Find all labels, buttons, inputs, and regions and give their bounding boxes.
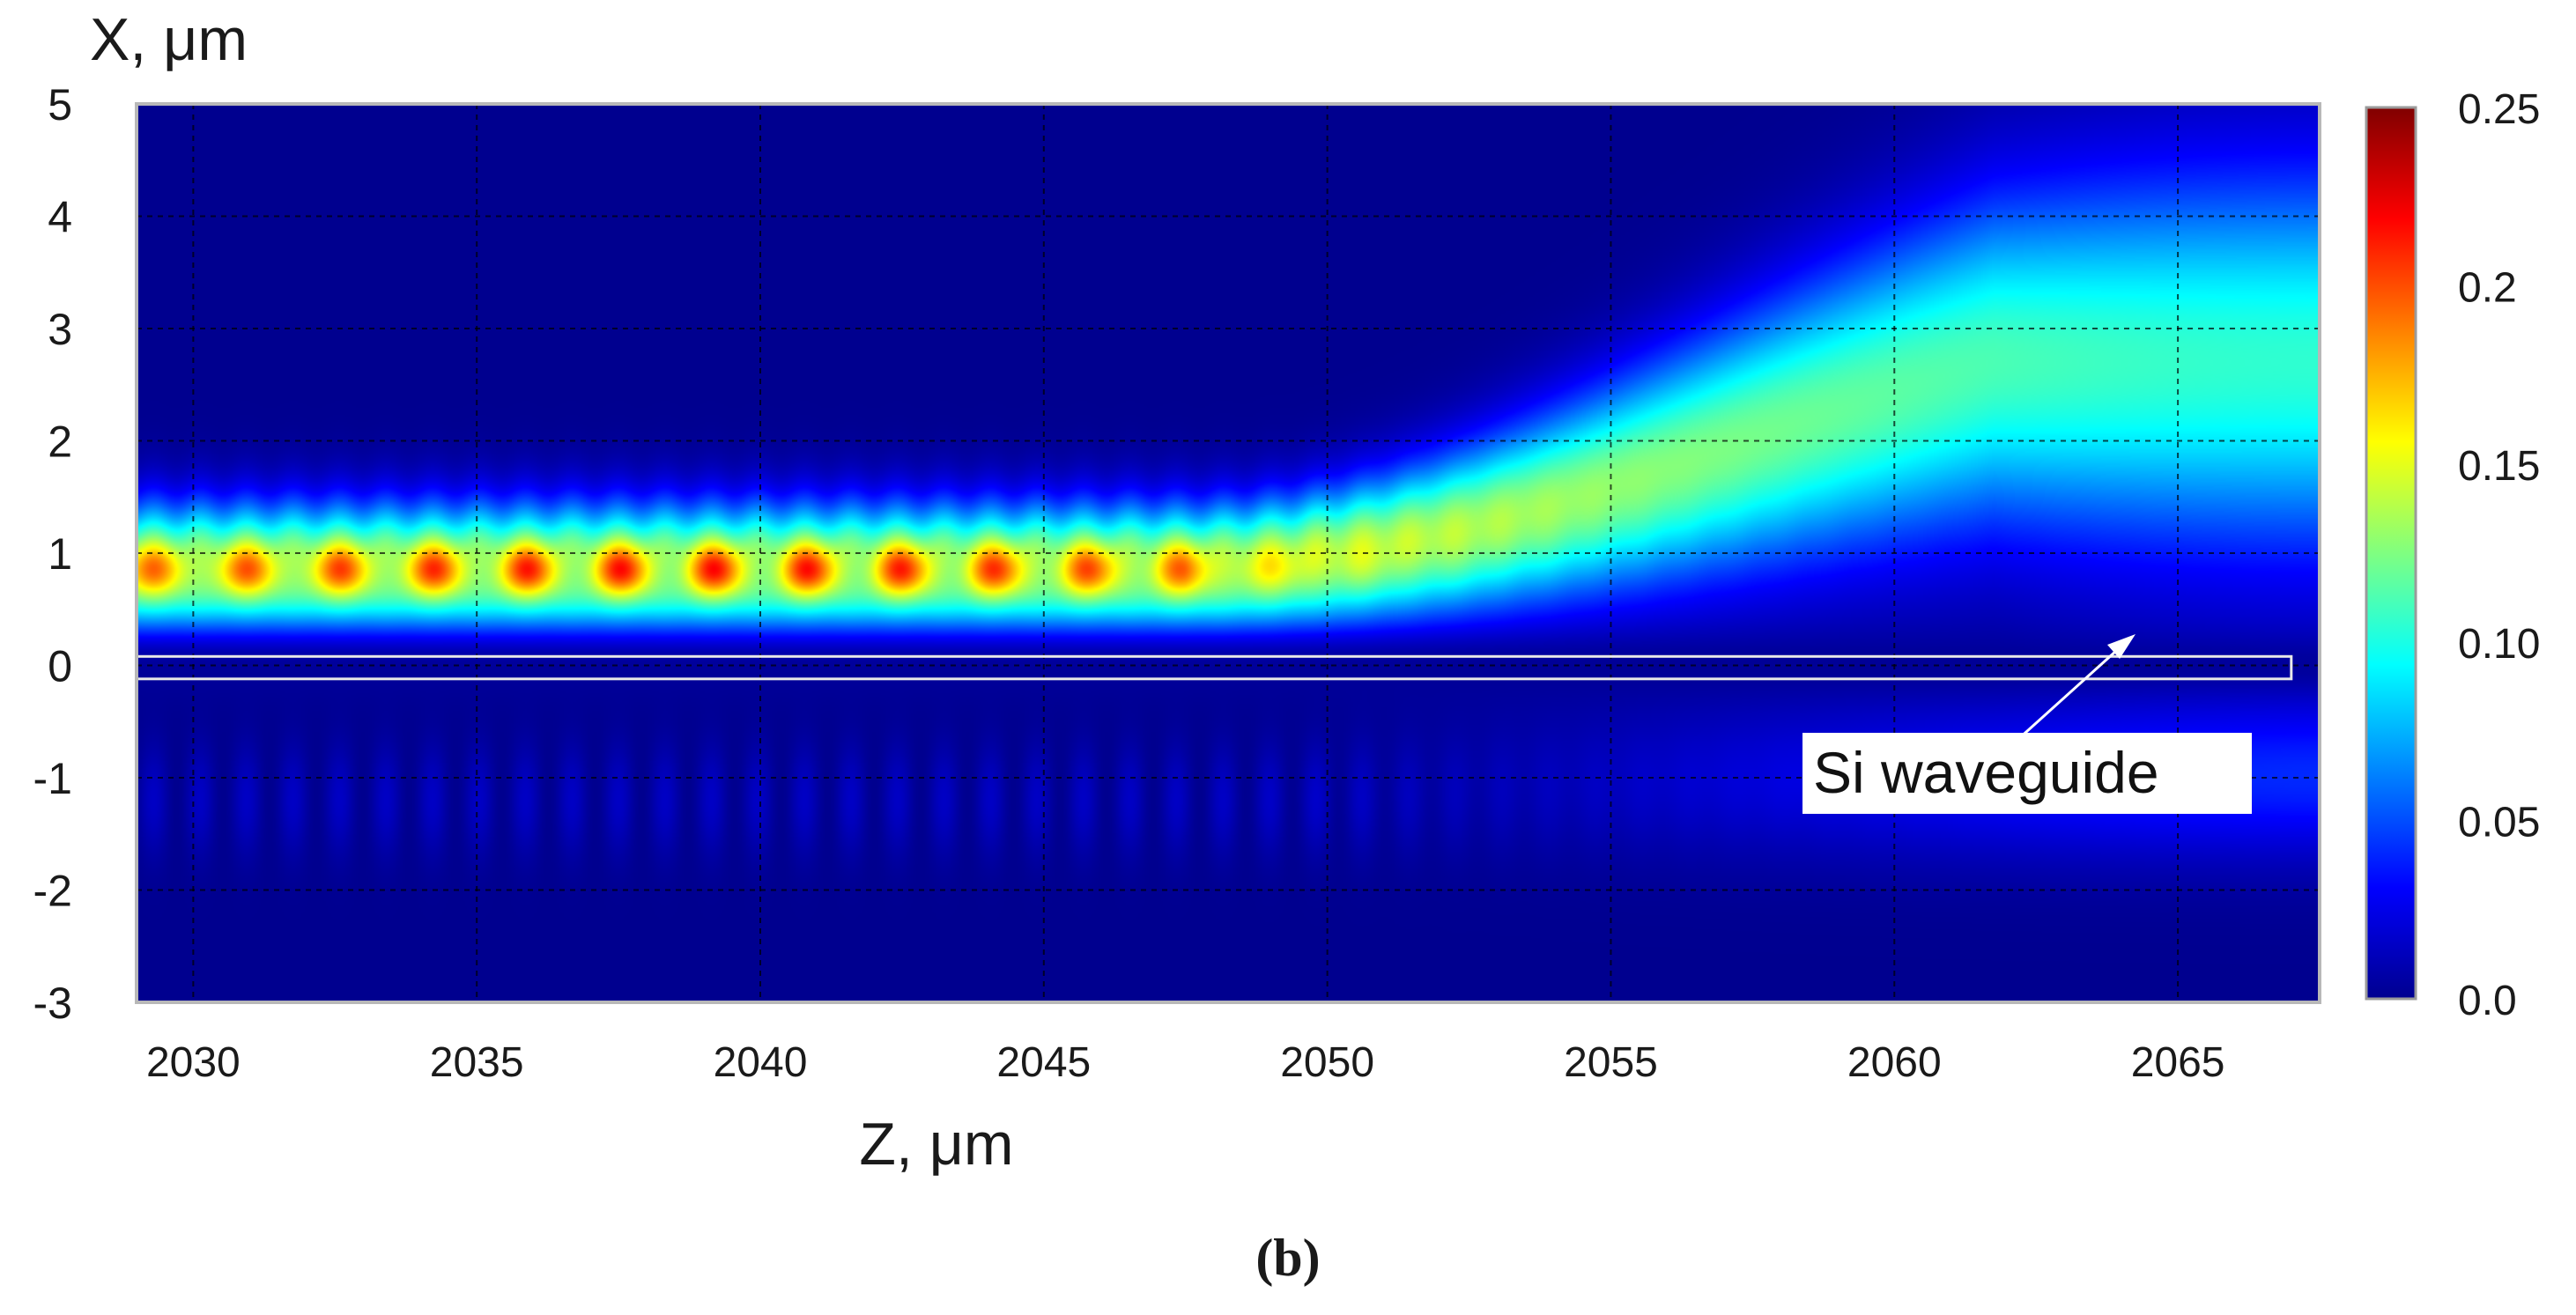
x-tick-labels: 2030 2035 2040 2045 2050 2055 2060 2065 — [146, 1039, 2225, 1086]
y-tick-label: -2 — [33, 867, 72, 916]
y-axis-title: X, μm — [90, 6, 248, 73]
annotation-arrow-head — [2107, 634, 2136, 659]
x-tick-label: 2030 — [146, 1039, 241, 1086]
colorbar-tick-label: 0.05 — [2458, 800, 2540, 846]
colorbar-tick-labels: 0.25 0.2 0.15 0.10 0.05 0.0 — [2458, 86, 2540, 1024]
plot-frame — [135, 102, 2321, 1004]
heatmap-plot — [135, 102, 2321, 1004]
colorbar: 0.25 0.2 0.15 0.10 0.05 0.0 — [2365, 86, 2540, 1024]
y-tick-label: -1 — [33, 754, 72, 803]
colorbar-tick-label: 0.15 — [2458, 443, 2540, 490]
x-tick-label: 2050 — [1280, 1039, 1374, 1086]
x-tick-label: 2040 — [714, 1039, 808, 1086]
x-tick-label: 2035 — [430, 1039, 524, 1086]
waveguide-annotation: Si waveguide — [1802, 634, 2252, 814]
annotation-arrow-line — [2016, 641, 2127, 742]
x-tick-label: 2055 — [1564, 1039, 1658, 1086]
y-tick-label: 0 — [48, 642, 72, 691]
x-tick-label: 2065 — [2131, 1039, 2225, 1086]
y-tick-label: 2 — [48, 417, 72, 467]
colorbar-tick-label: 0.25 — [2458, 86, 2540, 133]
x-tick-label: 2060 — [1847, 1039, 1942, 1086]
x-axis-title: Z, μm — [859, 1111, 1013, 1178]
colorbar-tick-label: 0.10 — [2458, 621, 2540, 668]
colorbar-gradient — [2365, 106, 2417, 1001]
y-tick-label: 1 — [48, 529, 72, 579]
y-tick-label: 4 — [48, 193, 72, 242]
y-tick-labels: 5 4 3 2 1 0 -1 -2 -3 — [33, 80, 72, 1028]
y-tick-label: 5 — [48, 80, 72, 129]
colorbar-tick-label: 0.2 — [2458, 264, 2517, 311]
grid-lines — [137, 104, 2320, 1002]
x-tick-label: 2045 — [996, 1039, 1091, 1086]
y-tick-label: -3 — [33, 979, 72, 1028]
annotation-label-box — [1802, 733, 2252, 814]
panel-label: (b) — [1255, 1229, 1320, 1287]
colorbar-tick-label: 0.0 — [2458, 978, 2517, 1024]
y-tick-label: 3 — [48, 305, 72, 354]
annotation-label: Si waveguide — [1813, 740, 2159, 805]
